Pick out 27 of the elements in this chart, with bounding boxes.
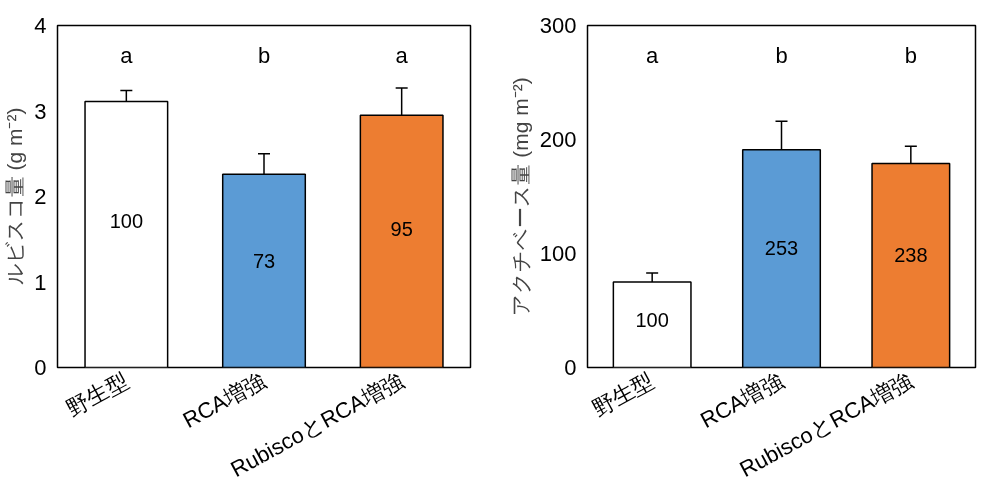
x-tick-label: 野生型 [62, 367, 133, 422]
y-tick-label: 200 [539, 127, 577, 152]
y-tick-label: 300 [539, 13, 577, 38]
annotation: b [904, 42, 917, 68]
annotation: 73 [252, 250, 276, 273]
y-tick-label: 3 [34, 98, 47, 124]
annotation: 95 [390, 217, 413, 240]
y-tick-label: 4 [34, 13, 47, 38]
annotation: a [646, 42, 660, 68]
x-tick-label: RCA増強 [696, 367, 788, 433]
annotation: b [257, 42, 271, 68]
x-tick-label: RCA増強 [178, 367, 270, 433]
y-tick-label: 0 [564, 355, 577, 380]
annotation: a [395, 42, 409, 68]
y-tick-label: 1 [34, 269, 47, 295]
y-tick-label: 0 [34, 355, 47, 380]
annotation: 238 [894, 244, 928, 267]
annotation: b [775, 42, 788, 68]
annotation: 100 [109, 210, 144, 233]
y-tick-label: 100 [539, 241, 577, 266]
x-tick-label: 野生型 [588, 367, 659, 422]
y-axis-title: ルビスコ量 (g m⁻²) [3, 107, 27, 286]
annotation: 100 [635, 309, 669, 332]
annotation: a [120, 42, 134, 68]
y-axis-title: アクチベース量 (mg m⁻²) [508, 77, 532, 316]
y-tick-label: 2 [34, 184, 47, 209]
annotation: 253 [764, 236, 799, 259]
